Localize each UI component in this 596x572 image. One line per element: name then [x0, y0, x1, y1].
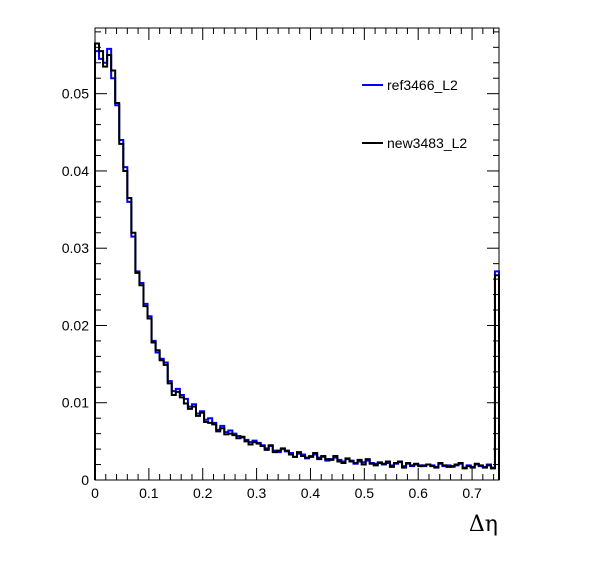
y-tick-label: 0.05 [62, 86, 89, 102]
x-tick-label: 0.3 [247, 485, 267, 501]
y-tick-label: 0.01 [62, 395, 89, 411]
y-tick-label: 0.04 [62, 163, 89, 179]
x-tick-label: 0.1 [139, 485, 159, 501]
series-new-histogram [94, 42, 500, 480]
x-tick-label: 0 [91, 485, 99, 501]
frame [94, 27, 500, 481]
x-tick-labels: 0 0.1 0.2 0.3 0.4 0.5 0.6 0.7 [91, 485, 482, 501]
x-tick-label: 0.5 [355, 485, 375, 501]
y-tick-labels: 0 0.01 0.02 0.03 0.04 0.05 [62, 86, 89, 488]
legend-label-ref: ref3466_L2 [387, 77, 458, 93]
axis-ticks [94, 28, 499, 481]
legend: ref3466_L2 new3483_L2 [362, 77, 467, 151]
y-tick-label: 0.02 [62, 317, 89, 333]
x-axis-title: Δη [469, 512, 498, 537]
legend-label-new: new3483_L2 [387, 135, 467, 151]
x-tick-label: 0.7 [462, 485, 482, 501]
x-tick-label: 0.4 [301, 485, 321, 501]
x-tick-label: 0.2 [193, 485, 213, 501]
y-tick-label: 0 [81, 472, 89, 488]
y-tick-label: 0.03 [62, 240, 89, 256]
series-group [94, 42, 500, 480]
x-tick-label: 0.6 [408, 485, 428, 501]
series-ref-histogram [94, 47, 500, 480]
